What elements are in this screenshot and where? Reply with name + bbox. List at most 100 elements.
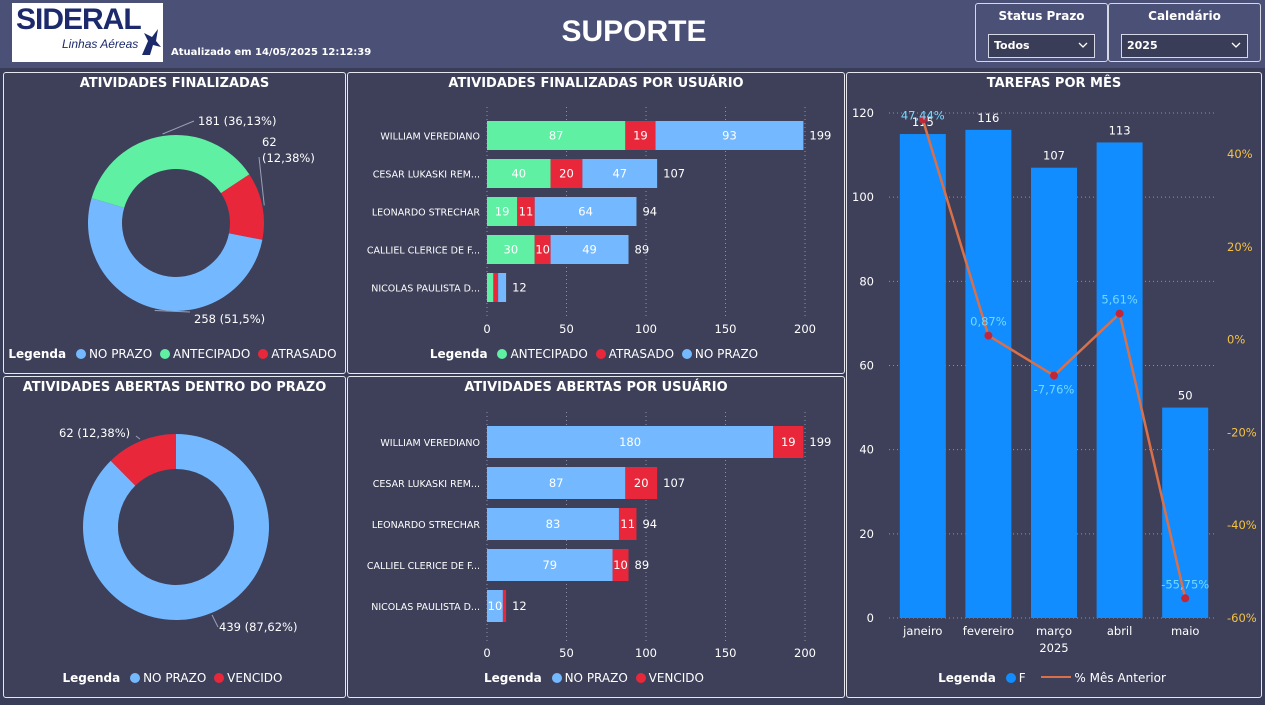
bar-total-label: 199	[809, 435, 831, 449]
category-label: CESAR LUKASKI REM...	[373, 170, 480, 181]
legend-swatch	[214, 673, 225, 683]
combo-chart-tarefas-mes: 02040608010012040%20%0%-20%-40%-60%115ja…	[852, 106, 1257, 655]
y-tick-label: 120	[852, 106, 874, 120]
y2-tick-label: 20%	[1227, 240, 1253, 254]
legend-item: % Mês Anterior	[1074, 671, 1166, 685]
donut-leader-line	[258, 156, 265, 206]
bar-data-label: 64	[578, 205, 593, 219]
bar-data-label: 116	[977, 111, 999, 125]
calendario-dropdown[interactable]: 2025	[1121, 34, 1248, 58]
bar-segment	[487, 235, 535, 264]
donut-slice	[91, 135, 250, 208]
y-tick-label: 100	[852, 190, 874, 204]
x-tick-label: fevereiro	[963, 624, 1014, 638]
legend-item: NO PRAZO	[88, 347, 153, 361]
bar-data-label: 20	[634, 476, 649, 490]
x-tick-label: 50	[559, 646, 574, 660]
donut-data-label: 258 (51,5%)	[194, 312, 265, 326]
bar-segment	[498, 273, 507, 302]
category-label: CALLIEL CLERICE DE F...	[367, 246, 480, 257]
x-tick-label: 200	[794, 322, 816, 336]
bar-total-label: 94	[642, 517, 657, 531]
pct-marker	[1115, 309, 1124, 318]
category-label: WILLIAM VEREDIANO	[380, 438, 480, 449]
legend-item: VENCIDO	[227, 671, 283, 685]
donut-slice	[221, 174, 264, 240]
category-label: WILLIAM VEREDIANO	[380, 132, 480, 143]
legend-abertas-prazo: Legenda NO PRAZO VENCIDO	[4, 671, 345, 685]
category-label: LEONARDO STRECHAR	[372, 520, 481, 531]
donut-chart-abertas: 439 (87,62%) 62 (12,38%)	[59, 426, 297, 634]
donut-leader-line	[211, 614, 219, 628]
bar-segment	[655, 121, 804, 150]
status-prazo-label: Status Prazo	[998, 9, 1085, 23]
bar-data-label: 107	[1043, 149, 1065, 163]
bar-total-label: 89	[635, 243, 650, 257]
panel-abertas-dentro-prazo: ATIVIDADES ABERTAS DENTRO DO PRAZO 439 (…	[3, 376, 346, 698]
pct-data-label: -7,76%	[1034, 383, 1075, 397]
donut-data-label: 439 (87,62%)	[219, 620, 297, 634]
bar	[899, 134, 946, 618]
legend-title: Legenda	[429, 347, 488, 361]
bar-segment	[493, 273, 499, 302]
status-prazo-dropdown[interactable]: Todos	[988, 34, 1095, 58]
bar-segment	[625, 467, 658, 499]
pct-marker	[1050, 371, 1058, 380]
legend-swatch	[130, 673, 141, 683]
panel-finalizadas-por-usuario: ATIVIDADES FINALIZADAS POR USUÁRIO 0 50 10…	[347, 72, 845, 374]
status-prazo-value: Todos	[994, 39, 1030, 52]
legend-line-swatch	[1041, 676, 1072, 678]
y2-tick-label: -60%	[1227, 611, 1257, 625]
bar-data-label: 19	[495, 205, 510, 219]
donut-data-label: 181 (36,13%)	[198, 114, 276, 128]
bar-segment	[618, 508, 637, 540]
bar-data-label: 93	[722, 129, 737, 143]
donut-data-label: (12,38%)	[262, 151, 315, 165]
x-tick-label: 200	[794, 646, 816, 660]
bar-segment	[502, 590, 507, 622]
bar-data-label: 87	[549, 129, 564, 143]
chevron-down-icon	[1231, 42, 1241, 48]
pct-marker	[984, 331, 993, 340]
panel-title: ATIVIDADES ABERTAS POR USUÁRIO	[464, 380, 728, 395]
bar	[1031, 167, 1077, 618]
pct-marker	[918, 115, 927, 124]
bar-segment	[625, 121, 656, 150]
legend-swatch	[1005, 673, 1016, 683]
bar-data-label: 11	[519, 205, 534, 219]
bar-segment	[550, 235, 629, 264]
bar-data-label: 30	[504, 243, 519, 257]
legend-item: NO PRAZO	[143, 671, 207, 685]
donut-chart-finalizadas: 258 (51,5%) 181 (36,13%) 62 (12,38%)	[87, 114, 315, 326]
category-label: CALLIEL CLERICE DE F...	[367, 561, 480, 572]
bar	[965, 129, 1012, 619]
legend-swatch	[635, 673, 646, 683]
donut-slice	[87, 198, 263, 312]
y2-tick-label: -20%	[1227, 425, 1257, 439]
category-label: NICOLAS PAULISTA D...	[371, 602, 480, 613]
donut-slice	[83, 434, 269, 620]
pct-data-label: 0,87%	[970, 315, 1007, 329]
x-tick-label: 100	[635, 646, 657, 660]
donut-data-label: 62	[262, 135, 277, 149]
bar-segment	[534, 235, 551, 264]
legend-swatch	[681, 349, 692, 359]
bar-segment	[550, 159, 583, 188]
x-tick-label: março	[1036, 624, 1072, 638]
bar-segment	[487, 197, 518, 226]
panel-abertas-por-usuario: ATIVIDADES ABERTAS POR USUÁRIO 0 50 100 150…	[347, 376, 845, 698]
legend-item: F	[1018, 671, 1026, 685]
bar-chart-abertas-usuario: 0 50 100 150 200 WILLIAM VEREDIANO 180 19 199 CES…	[367, 412, 831, 660]
bar-segment	[612, 549, 629, 581]
page-title: SUPORTE	[561, 15, 707, 48]
calendario-value: 2025	[1127, 39, 1158, 52]
donut-leader-line	[162, 120, 195, 135]
panel-title: ATIVIDADES FINALIZADAS	[79, 76, 270, 91]
donut-leader-line	[135, 435, 141, 440]
bar-total-label: 89	[635, 558, 650, 572]
bar-segment	[487, 121, 626, 150]
bar-data-label: 20	[559, 167, 574, 181]
bar-segment	[582, 159, 658, 188]
y-tick-label: 60	[859, 359, 874, 373]
x-tick-label: 150	[715, 322, 737, 336]
